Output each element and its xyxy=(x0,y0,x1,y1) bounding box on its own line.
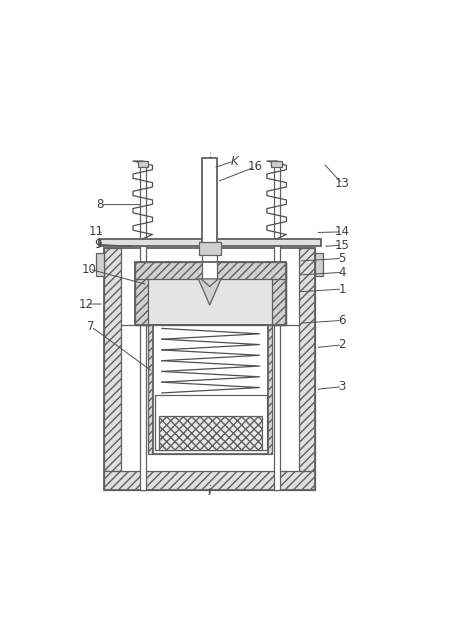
Text: 11: 11 xyxy=(89,225,104,238)
Text: 2: 2 xyxy=(338,339,346,351)
Bar xyxy=(96,253,104,276)
Bar xyxy=(135,262,286,279)
Text: K: K xyxy=(230,154,238,168)
Text: 1: 1 xyxy=(338,282,346,296)
Bar xyxy=(104,248,121,472)
Bar xyxy=(199,241,220,255)
Bar xyxy=(148,279,273,325)
Text: 8: 8 xyxy=(96,198,104,211)
Bar xyxy=(121,248,299,472)
Bar xyxy=(99,239,320,246)
Text: 3: 3 xyxy=(338,380,346,393)
Text: 7: 7 xyxy=(87,320,95,333)
Bar xyxy=(148,325,273,454)
Bar xyxy=(202,248,217,279)
Bar xyxy=(159,415,262,451)
Bar xyxy=(104,472,315,490)
Bar xyxy=(138,161,148,167)
Text: 6: 6 xyxy=(338,314,346,327)
Text: 13: 13 xyxy=(335,177,350,190)
Bar xyxy=(135,262,286,325)
Bar xyxy=(148,279,273,325)
Text: 10: 10 xyxy=(82,262,97,276)
Text: 5: 5 xyxy=(338,252,346,265)
Text: 15: 15 xyxy=(335,239,350,252)
Bar xyxy=(202,157,217,248)
Bar xyxy=(148,325,273,326)
Bar xyxy=(273,262,286,325)
Text: i: i xyxy=(208,484,211,498)
Bar xyxy=(271,161,282,167)
Text: 4: 4 xyxy=(338,266,346,279)
Bar xyxy=(155,395,266,451)
Bar xyxy=(299,248,315,472)
Bar xyxy=(274,161,280,490)
Bar xyxy=(140,161,146,490)
Bar xyxy=(104,248,315,490)
Text: 16: 16 xyxy=(248,161,262,173)
Text: 14: 14 xyxy=(335,225,350,238)
Polygon shape xyxy=(198,279,221,305)
Text: 12: 12 xyxy=(78,298,94,310)
Bar xyxy=(135,262,148,325)
Bar xyxy=(135,262,286,325)
Text: 9: 9 xyxy=(94,238,102,251)
Bar xyxy=(315,253,323,276)
Bar xyxy=(153,325,268,454)
